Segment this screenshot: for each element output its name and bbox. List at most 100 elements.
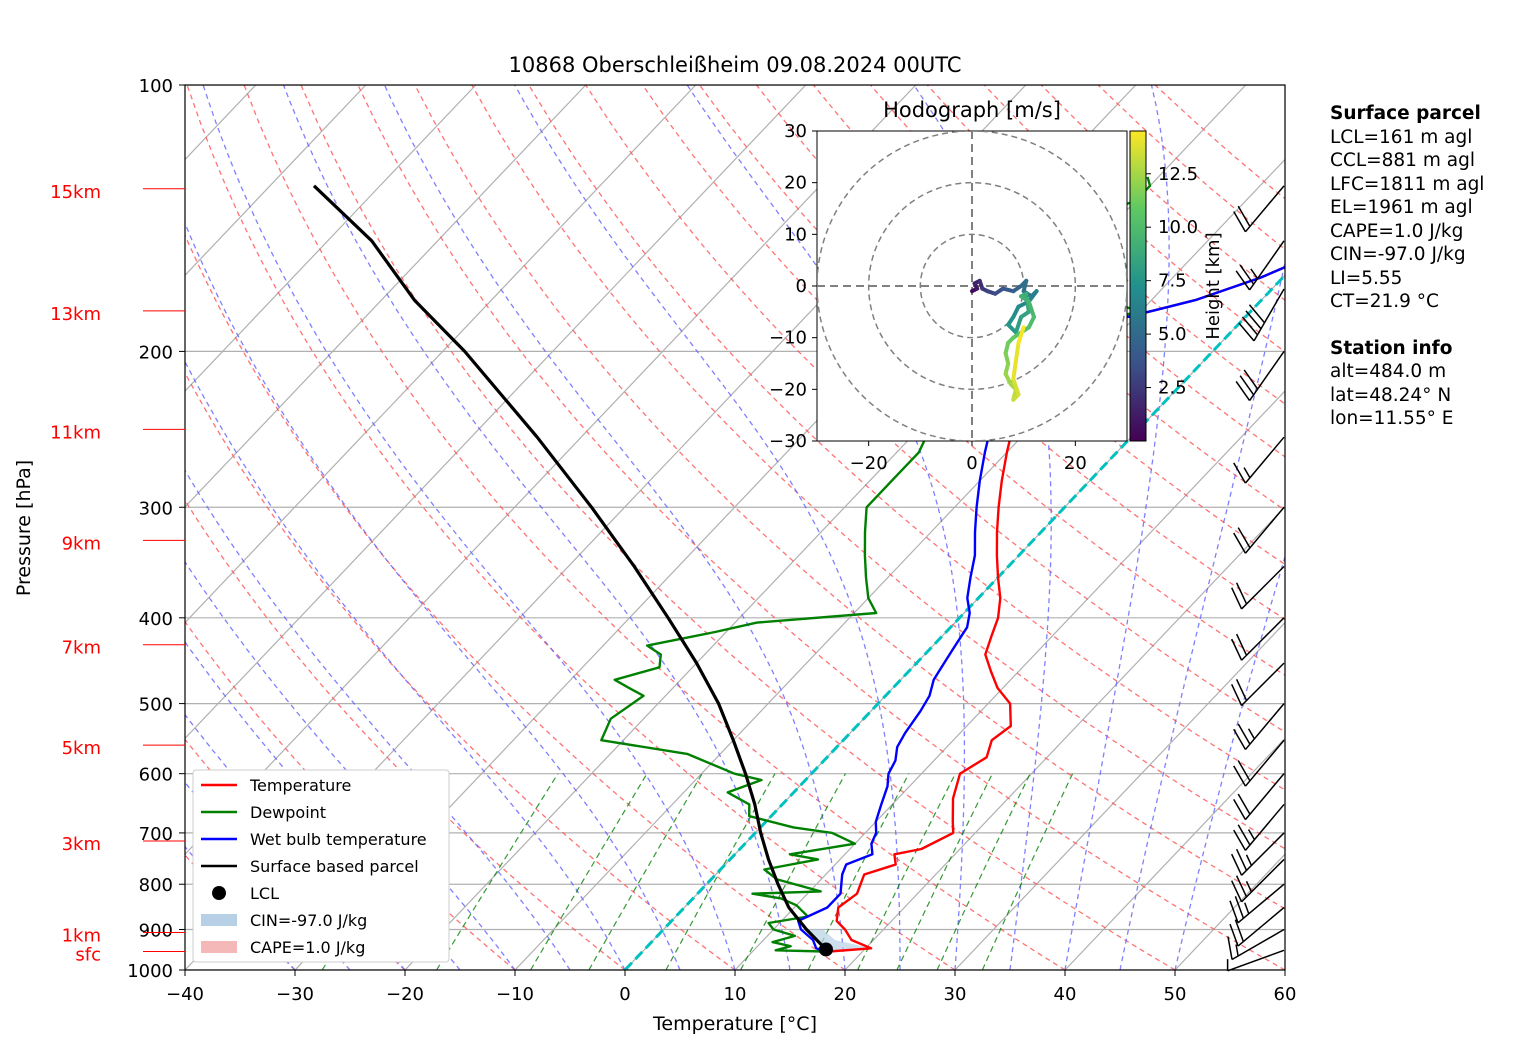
surface-parcel-line: CCL=881 m agl bbox=[1330, 150, 1475, 171]
x-tick-label: −30 bbox=[276, 984, 314, 1005]
hodograph-segment bbox=[1013, 315, 1024, 335]
mixing-ratio-line bbox=[530, 773, 648, 970]
wind-barb bbox=[1230, 662, 1285, 707]
dry-adiabat-line bbox=[812, 85, 1285, 512]
x-tick-label: −10 bbox=[496, 984, 534, 1005]
x-tick-label: 50 bbox=[1164, 984, 1187, 1005]
isotherm-line bbox=[185, 85, 587, 508]
wind-barb bbox=[1230, 565, 1285, 610]
moist-adiabat-line bbox=[185, 469, 571, 970]
hodograph-segment bbox=[1011, 340, 1021, 381]
height-label: 13km bbox=[50, 304, 101, 325]
dry-adiabat-line bbox=[528, 85, 1285, 791]
colorbar-tick-label: 2.5 bbox=[1158, 378, 1187, 399]
y-axis-label: Pressure [hPa] bbox=[13, 460, 35, 596]
y-tick-label: 900 bbox=[139, 921, 173, 942]
mixing-ratio-line bbox=[857, 773, 956, 970]
wind-barb bbox=[1233, 185, 1285, 233]
isotherm-line bbox=[185, 85, 477, 392]
moist-adiabat-line bbox=[1064, 85, 1170, 970]
y-tick-label: 200 bbox=[139, 342, 173, 363]
wind-barb bbox=[1229, 906, 1285, 947]
hodograph-ring bbox=[867, 181, 1077, 391]
hodograph-segment bbox=[1011, 377, 1021, 397]
station-info-line: lat=48.24° N bbox=[1330, 384, 1452, 406]
mixing-ratio-line bbox=[436, 773, 559, 970]
colorbar-tick-label: 5.0 bbox=[1158, 324, 1187, 345]
surface-parcel-line: CIN=-97.0 J/kg bbox=[1330, 244, 1466, 265]
hodograph-segment bbox=[1016, 325, 1026, 345]
height-label: 5km bbox=[62, 738, 101, 759]
colorbar bbox=[1129, 130, 1147, 442]
wind-barb bbox=[1233, 739, 1285, 787]
isotherm-line bbox=[185, 85, 697, 624]
mixing-ratio-line bbox=[936, 773, 1031, 970]
wind-barb bbox=[1227, 928, 1285, 961]
hodograph-y-tick-label: −30 bbox=[769, 431, 807, 452]
moist-adiabat-line bbox=[185, 221, 681, 970]
chart-title: 10868 Oberschleißheim 09.08.2024 00UTC bbox=[509, 53, 962, 77]
wind-barb bbox=[1233, 803, 1285, 851]
surface-parcel-heading: Surface parcel bbox=[1330, 103, 1481, 124]
legend-label: Temperature bbox=[249, 776, 351, 795]
wind-barb bbox=[1238, 288, 1285, 342]
isotherm-line bbox=[514, 158, 1285, 970]
isotherm-line bbox=[844, 505, 1285, 970]
surface-parcel-line: LI=5.55 bbox=[1330, 267, 1403, 289]
mixing-ratio-line bbox=[588, 773, 703, 970]
x-tick-label: 30 bbox=[944, 984, 967, 1005]
height-label: 3km bbox=[62, 834, 101, 855]
legend-box bbox=[192, 769, 450, 963]
y-tick-label: 500 bbox=[139, 695, 173, 716]
height-label: 1km bbox=[62, 925, 101, 946]
legend-label: Surface based parcel bbox=[250, 857, 419, 876]
legend-label: Dewpoint bbox=[250, 803, 326, 822]
wind-barb bbox=[1233, 773, 1285, 821]
hodograph-y-tick-label: 10 bbox=[784, 224, 807, 245]
y-tick-label: 400 bbox=[139, 609, 173, 630]
moist-adiabat-line bbox=[383, 85, 846, 970]
colorbar-tick-label: 12.5 bbox=[1158, 164, 1198, 185]
station-info-heading: Station info bbox=[1330, 337, 1453, 359]
surface-parcel-line: CT=21.9 °C bbox=[1330, 291, 1439, 312]
wind-barb bbox=[1235, 240, 1285, 291]
wind-barb bbox=[1229, 883, 1285, 924]
surface-parcel-line: LFC=1811 m agl bbox=[1330, 173, 1485, 195]
y-tick-label: 300 bbox=[139, 498, 173, 519]
x-tick-label: 20 bbox=[834, 984, 857, 1005]
colorbar-tick-label: 10.0 bbox=[1158, 217, 1198, 238]
legend-swatch bbox=[201, 941, 237, 953]
moist-adiabat-line bbox=[202, 85, 736, 970]
x-tick-label: 10 bbox=[724, 984, 747, 1005]
hodograph-x-tick-label: 0 bbox=[966, 453, 977, 474]
surface-parcel-line: LCL=161 m agl bbox=[1330, 126, 1473, 148]
legend-label: CIN=-97.0 J/kg bbox=[250, 911, 367, 930]
moist-adiabat-line bbox=[185, 560, 516, 970]
hodograph-segment bbox=[1026, 289, 1039, 304]
y-tick-label: 600 bbox=[139, 765, 173, 786]
wind-barb bbox=[1230, 617, 1285, 661]
y-tick-label: 700 bbox=[139, 824, 173, 845]
series-line bbox=[797, 265, 1285, 953]
height-label: 9km bbox=[62, 533, 101, 554]
mixing-ratio-line bbox=[981, 773, 1074, 970]
moist-adiabat-line bbox=[185, 360, 626, 970]
dry-adiabat-line bbox=[471, 85, 1285, 850]
hodograph-y-tick-label: 0 bbox=[796, 276, 807, 297]
dry-adiabat-line bbox=[243, 85, 1066, 970]
x-tick-label: 40 bbox=[1054, 984, 1077, 1005]
zero-isotherm-line bbox=[623, 273, 1285, 970]
height-label: 15km bbox=[50, 182, 101, 203]
y-tick-label: 100 bbox=[139, 76, 173, 97]
wind-barb bbox=[1233, 703, 1285, 751]
dry-adiabat-line bbox=[185, 233, 846, 970]
dry-adiabat-line bbox=[185, 499, 626, 970]
height-label: 11km bbox=[50, 422, 101, 443]
dry-adiabat-line bbox=[186, 85, 956, 970]
hodograph-x-tick-label: −20 bbox=[850, 453, 888, 474]
moist-adiabat-line bbox=[282, 85, 791, 970]
surface-parcel-line: EL=1961 m agl bbox=[1330, 197, 1473, 218]
surface-parcel-line: CAPE=1.0 J/kg bbox=[1330, 220, 1464, 242]
legend-label: Wet bulb temperature bbox=[250, 830, 427, 849]
